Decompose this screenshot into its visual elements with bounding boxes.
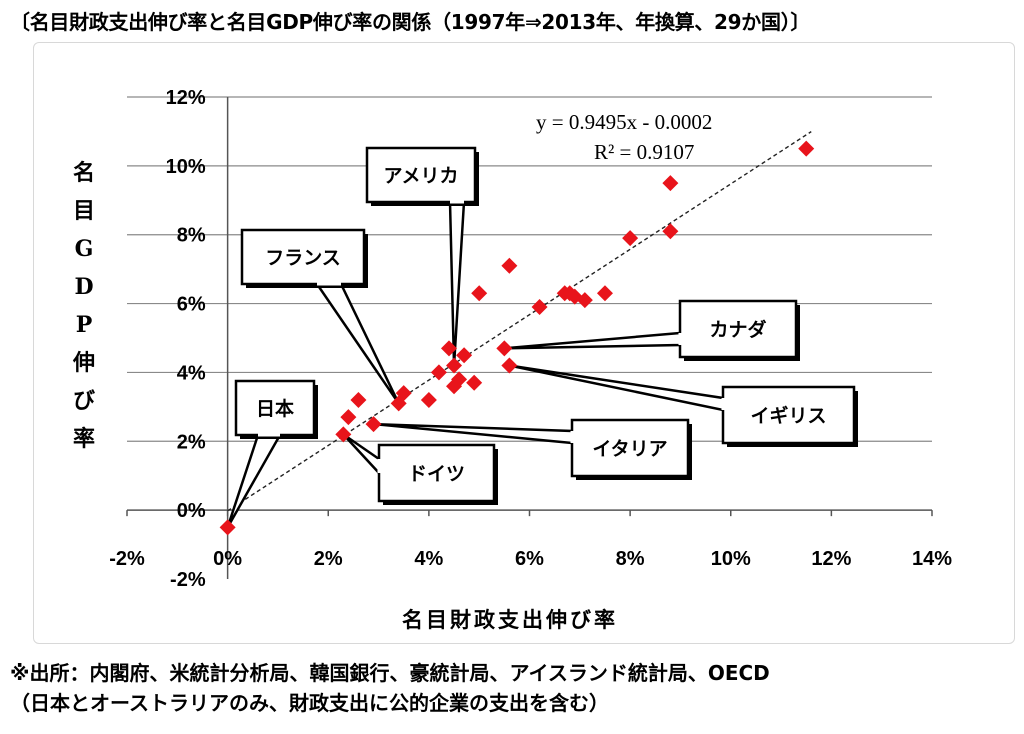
y-axis-title-char: 目 bbox=[73, 198, 95, 224]
data-point bbox=[395, 385, 412, 402]
data-point bbox=[340, 409, 357, 426]
data-point bbox=[365, 416, 382, 433]
y-tick-label: 4% bbox=[177, 362, 206, 384]
y-axis-title-char: 名 bbox=[73, 160, 95, 186]
data-point bbox=[451, 371, 468, 388]
x-tick-label: 14% bbox=[912, 548, 952, 570]
trend-layer bbox=[227, 131, 812, 512]
x-tick-label: 8% bbox=[616, 548, 645, 570]
y-axis-title-char: 率 bbox=[73, 426, 95, 452]
callout-label: 日本 bbox=[256, 397, 294, 420]
trendline bbox=[227, 131, 812, 512]
chart-frame: 12% 10% 8% 6% 4% 2% 0% -2% -2% 0% 2% 4% 6% 8% 10% 12% 14… bbox=[33, 42, 1015, 644]
axis-layer: 12% 10% 8% 6% 4% 2% 0% -2% -2% 0% 2% 4% 6% 8% 10% 12% 14… bbox=[109, 87, 952, 591]
y-tick-label: 6% bbox=[177, 294, 206, 316]
callout-pointer bbox=[226, 433, 283, 528]
y-axis-title-char: び bbox=[73, 388, 95, 414]
data-point bbox=[446, 357, 463, 374]
y-tick-label: 12% bbox=[166, 87, 206, 109]
y-axis-title: 名目GDP伸び率 bbox=[72, 160, 95, 452]
callout-label: イギリス bbox=[750, 405, 826, 427]
leader-layer bbox=[226, 200, 725, 528]
source-line-1: ※出所：内閣府、米統計分析局、韓国銀行、豪統計局、アイスランド統計局、OECD bbox=[10, 661, 770, 685]
callout-box bbox=[721, 385, 856, 445]
source-note: ※出所：内閣府、米統計分析局、韓国銀行、豪統計局、アイスランド統計局、OECD … bbox=[10, 658, 770, 718]
y-axis-title-char: P bbox=[76, 312, 93, 338]
page-title: 〔名目財政支出伸び率と名目GDP伸び率の関係（1997年⇒2013年、年換算、2… bbox=[10, 10, 811, 34]
data-point bbox=[496, 340, 513, 357]
data-point bbox=[501, 357, 518, 374]
data-point bbox=[662, 175, 679, 192]
x-tick-label: -2% bbox=[109, 548, 145, 570]
y-tick-label: 10% bbox=[166, 156, 206, 178]
callout-box bbox=[678, 299, 798, 359]
callout-label: イタリア bbox=[592, 438, 667, 460]
x-tick-label: 2% bbox=[314, 548, 343, 570]
callout-label: フランス bbox=[265, 247, 341, 269]
scatter-chart: 12% 10% 8% 6% 4% 2% 0% -2% -2% 0% 2% 4% 6% 8% 10% 12% 14… bbox=[72, 87, 952, 632]
trendline-r2: R² = 0.9107 bbox=[594, 140, 694, 164]
callout-box bbox=[240, 228, 366, 286]
callout-pointer bbox=[373, 422, 574, 445]
y-tick-label: -2% bbox=[170, 569, 206, 591]
data-point bbox=[576, 292, 593, 309]
source-line-2: （日本とオーストラリアのみ、財政支出に公的企業の支出を含む） bbox=[10, 691, 609, 715]
callout-box bbox=[570, 418, 690, 478]
x-tick-label: 10% bbox=[711, 548, 751, 570]
y-tick-label: 8% bbox=[177, 225, 206, 247]
callout-box bbox=[365, 146, 477, 204]
x-axis-title: 名目財政支出伸び率 bbox=[402, 608, 618, 632]
callout-box bbox=[377, 443, 496, 503]
data-point bbox=[798, 140, 815, 157]
callout-pointer bbox=[342, 433, 381, 477]
callout-pointer bbox=[314, 282, 400, 405]
callout-label: アメリカ bbox=[383, 165, 458, 187]
data-point bbox=[420, 391, 437, 408]
x-tick-label: 0% bbox=[213, 548, 242, 570]
x-tick-label: 4% bbox=[414, 548, 443, 570]
y-tick-label: 2% bbox=[177, 431, 206, 453]
callout-pointer bbox=[504, 331, 682, 350]
data-point bbox=[471, 285, 488, 302]
data-point bbox=[622, 230, 639, 247]
data-point bbox=[335, 426, 352, 443]
x-tick-label: 6% bbox=[515, 548, 544, 570]
data-point bbox=[219, 519, 236, 536]
callout-box bbox=[234, 379, 316, 437]
data-point bbox=[350, 391, 367, 408]
y-tick-label: 0% bbox=[177, 500, 206, 522]
x-tick-label: 12% bbox=[811, 548, 851, 570]
data-point bbox=[456, 347, 473, 364]
data-point bbox=[531, 299, 548, 316]
data-point bbox=[596, 285, 613, 302]
data-point bbox=[501, 257, 518, 274]
callout-pointer bbox=[448, 200, 466, 366]
y-axis-title-char: D bbox=[74, 274, 93, 300]
data-point bbox=[466, 374, 483, 391]
data-point bbox=[430, 364, 447, 381]
y-axis-title-char: 伸 bbox=[72, 350, 95, 376]
trendline-equation: y = 0.9495x - 0.0002 bbox=[536, 110, 712, 134]
point-layer bbox=[219, 140, 815, 536]
data-point bbox=[662, 223, 679, 240]
y-axis-title-char: G bbox=[75, 236, 94, 262]
callout-label: カナダ bbox=[709, 318, 766, 341]
callout-label: ドイツ bbox=[408, 463, 465, 485]
data-point bbox=[441, 340, 457, 357]
label-layer: 名目財政支出伸び率 名目GDP伸び率 y = 0.9495x - 0.0002 R² … bbox=[72, 110, 712, 632]
